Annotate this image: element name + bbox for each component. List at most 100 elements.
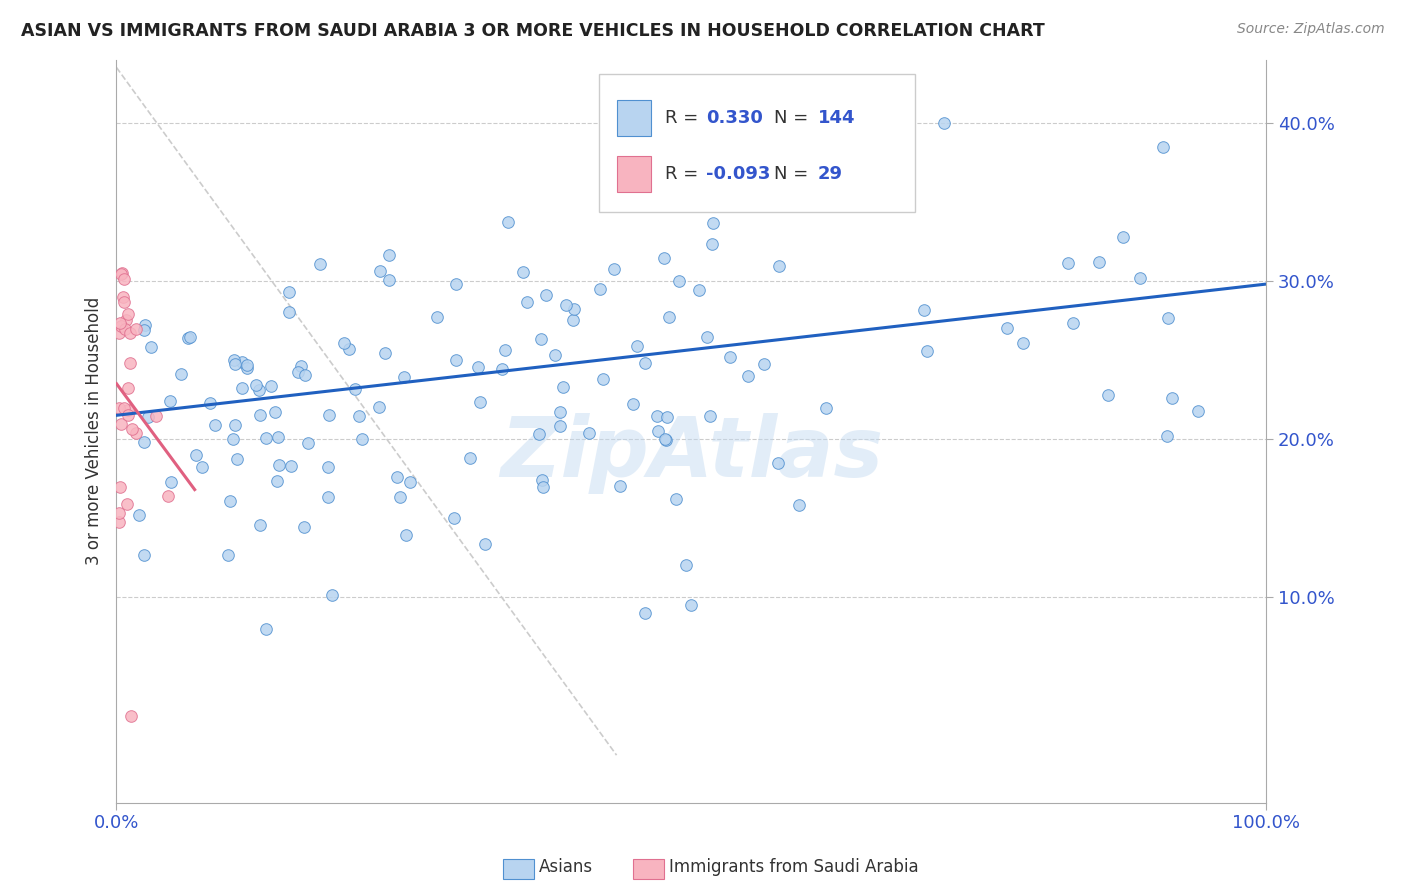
Point xyxy=(702,236,724,251)
Point xyxy=(308,257,330,271)
Point xyxy=(395,528,418,542)
Point xyxy=(110,417,132,431)
Point xyxy=(1112,229,1135,244)
Point xyxy=(665,491,688,506)
Point xyxy=(124,322,146,336)
Point xyxy=(263,404,285,418)
Point xyxy=(115,497,138,511)
Point xyxy=(474,537,496,551)
Point xyxy=(399,475,422,490)
Point xyxy=(287,365,309,379)
Point xyxy=(1152,139,1174,153)
Point xyxy=(107,507,129,521)
Point xyxy=(737,369,759,384)
Text: Immigrants from Saudi Arabia: Immigrants from Saudi Arabia xyxy=(669,858,920,876)
Text: Source: ZipAtlas.com: Source: ZipAtlas.com xyxy=(1237,22,1385,37)
Point xyxy=(531,473,554,487)
Point xyxy=(114,322,136,336)
Point xyxy=(290,359,312,374)
Point xyxy=(179,329,201,343)
Point xyxy=(254,622,277,636)
Point xyxy=(277,285,299,299)
Point xyxy=(752,357,775,371)
Point xyxy=(645,409,668,423)
Bar xyxy=(617,156,651,192)
Point xyxy=(468,394,491,409)
Point xyxy=(496,215,519,229)
Point xyxy=(112,290,135,304)
Point xyxy=(681,598,703,612)
Point xyxy=(112,401,135,416)
Point xyxy=(392,370,415,384)
Point xyxy=(224,357,246,371)
Point xyxy=(260,379,283,393)
Point xyxy=(368,400,391,414)
Point xyxy=(107,515,129,529)
Point xyxy=(718,350,741,364)
Point xyxy=(112,294,135,309)
Point xyxy=(647,424,669,438)
Point xyxy=(204,417,226,432)
Point xyxy=(121,422,143,436)
Point xyxy=(297,435,319,450)
Text: N =: N = xyxy=(775,109,814,128)
Point xyxy=(321,588,343,602)
Text: Asians: Asians xyxy=(538,858,592,876)
Point xyxy=(814,401,837,415)
Point xyxy=(217,548,239,562)
Point xyxy=(157,489,180,503)
Point xyxy=(316,460,339,475)
Point xyxy=(110,268,132,282)
Point xyxy=(592,372,614,386)
Point xyxy=(236,358,259,372)
Point xyxy=(768,259,790,273)
Point xyxy=(1187,403,1209,417)
Point xyxy=(444,277,467,292)
Point xyxy=(389,491,412,505)
Point xyxy=(235,361,257,376)
Point xyxy=(766,456,789,470)
FancyBboxPatch shape xyxy=(599,74,915,212)
Point xyxy=(536,288,558,302)
Point xyxy=(177,331,200,345)
Point xyxy=(107,326,129,340)
Point xyxy=(1056,256,1078,270)
Point xyxy=(444,352,467,367)
Point xyxy=(280,459,302,474)
Point xyxy=(818,194,841,209)
Point xyxy=(934,116,956,130)
Point xyxy=(266,474,288,488)
Point xyxy=(128,508,150,523)
Point xyxy=(249,408,271,422)
Point xyxy=(609,479,631,493)
Point xyxy=(562,301,585,316)
Point xyxy=(249,517,271,532)
Point xyxy=(668,274,690,288)
Point xyxy=(630,196,652,211)
Point xyxy=(1097,388,1119,402)
Point xyxy=(1012,335,1035,350)
Point xyxy=(222,352,245,367)
Point xyxy=(551,380,574,394)
Point xyxy=(385,470,408,484)
Point xyxy=(225,451,247,466)
Point xyxy=(562,313,585,327)
Point xyxy=(378,248,401,262)
Point xyxy=(1088,255,1111,269)
Point xyxy=(657,163,679,178)
Point xyxy=(294,368,316,382)
Bar xyxy=(617,100,651,136)
Point xyxy=(186,448,208,462)
Point xyxy=(108,316,131,330)
Point xyxy=(170,367,193,381)
Point xyxy=(190,460,212,475)
Point xyxy=(626,339,648,353)
Point xyxy=(603,261,626,276)
Point xyxy=(368,263,391,277)
Point xyxy=(224,417,246,432)
Point xyxy=(494,343,516,358)
Point xyxy=(1129,271,1152,285)
Text: -0.093: -0.093 xyxy=(706,165,770,183)
Point xyxy=(658,310,681,325)
Point xyxy=(139,340,162,354)
